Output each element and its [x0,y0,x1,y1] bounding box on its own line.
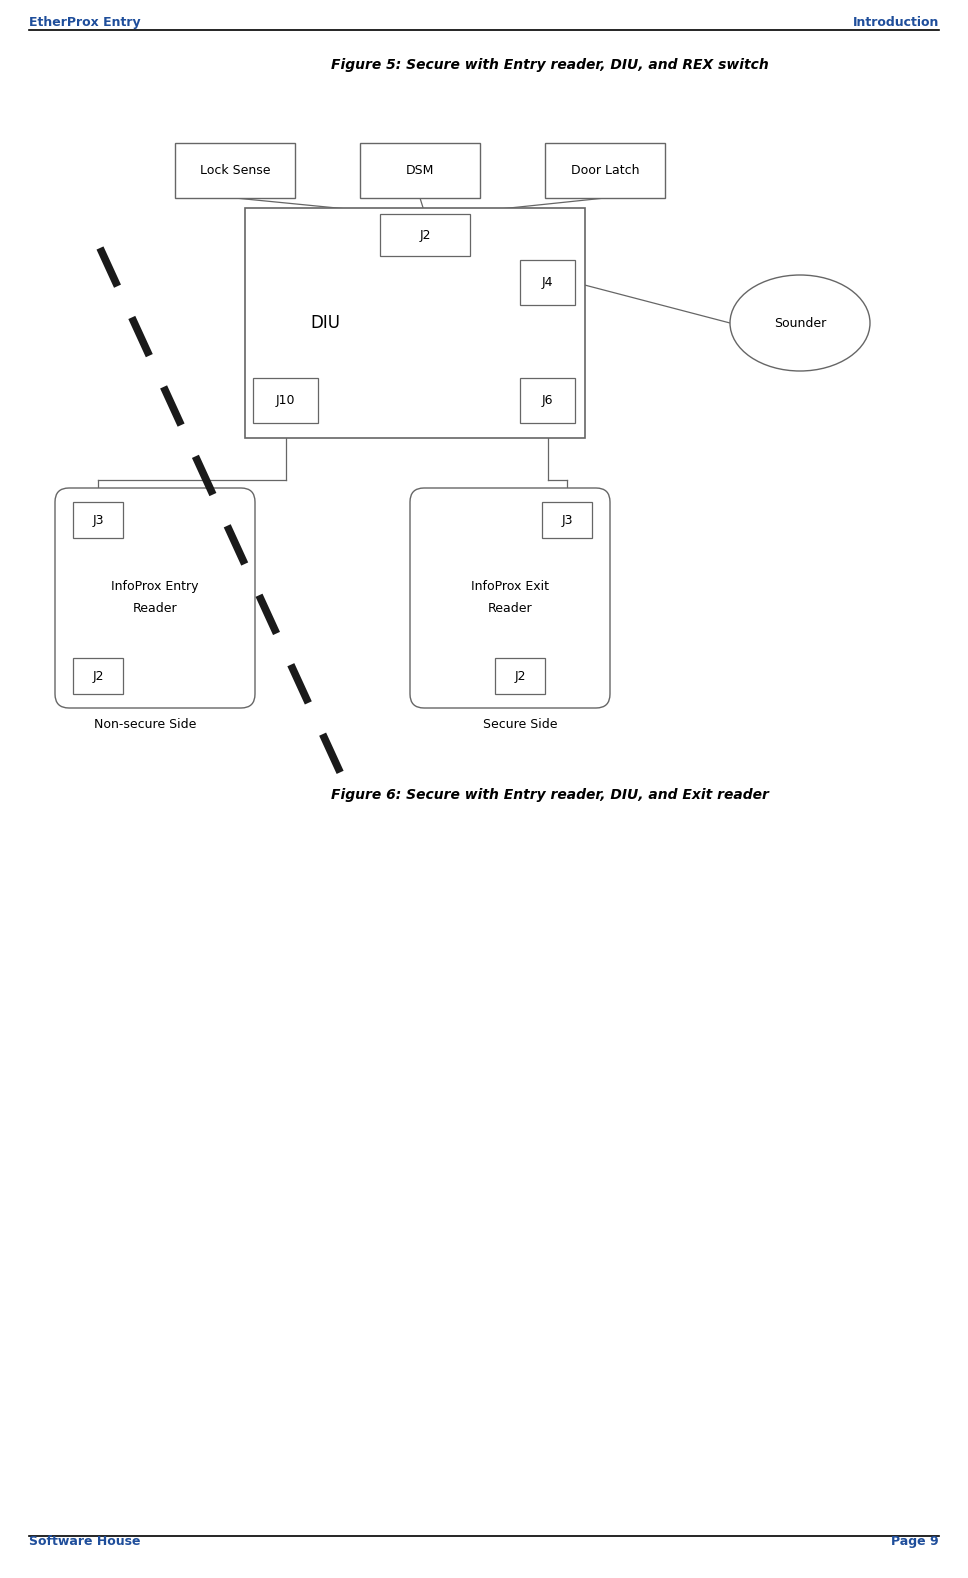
Text: DIU: DIU [310,314,340,331]
Text: J6: J6 [542,394,554,407]
FancyBboxPatch shape [520,260,575,305]
Text: J2: J2 [92,669,104,683]
Text: Door Latch: Door Latch [571,164,639,177]
Text: Reader: Reader [488,601,532,614]
Text: J2: J2 [419,229,431,241]
FancyBboxPatch shape [495,658,545,694]
Text: InfoProx Entry: InfoProx Entry [111,579,198,592]
Text: J2: J2 [514,669,526,683]
FancyBboxPatch shape [545,144,665,197]
Text: Secure Side: Secure Side [483,718,558,731]
FancyBboxPatch shape [73,658,123,694]
Text: J4: J4 [542,276,554,289]
Text: Figure 5: Secure with Entry reader, DIU, and REX switch: Figure 5: Secure with Entry reader, DIU,… [331,58,769,73]
Text: Lock Sense: Lock Sense [199,164,270,177]
Text: Reader: Reader [133,601,177,614]
Text: Page 9: Page 9 [892,1535,939,1548]
Ellipse shape [730,275,870,371]
FancyBboxPatch shape [520,379,575,423]
Text: J3: J3 [561,513,573,527]
Text: Non-secure Side: Non-secure Side [94,718,197,731]
Text: Figure 6: Secure with Entry reader, DIU, and Exit reader: Figure 6: Secure with Entry reader, DIU,… [331,787,769,802]
Text: Introduction: Introduction [853,16,939,28]
FancyBboxPatch shape [542,502,592,538]
Text: InfoProx Exit: InfoProx Exit [471,579,549,592]
Text: Sounder: Sounder [773,317,826,330]
FancyBboxPatch shape [245,208,585,439]
Text: J3: J3 [92,513,104,527]
FancyBboxPatch shape [410,488,610,709]
Text: Software House: Software House [29,1535,140,1548]
FancyBboxPatch shape [360,144,480,197]
FancyBboxPatch shape [253,379,318,423]
FancyBboxPatch shape [380,215,470,256]
FancyBboxPatch shape [175,144,295,197]
Text: DSM: DSM [406,164,435,177]
Text: EtherProx Entry: EtherProx Entry [29,16,140,28]
FancyBboxPatch shape [55,488,255,709]
Text: J10: J10 [276,394,295,407]
FancyBboxPatch shape [73,502,123,538]
